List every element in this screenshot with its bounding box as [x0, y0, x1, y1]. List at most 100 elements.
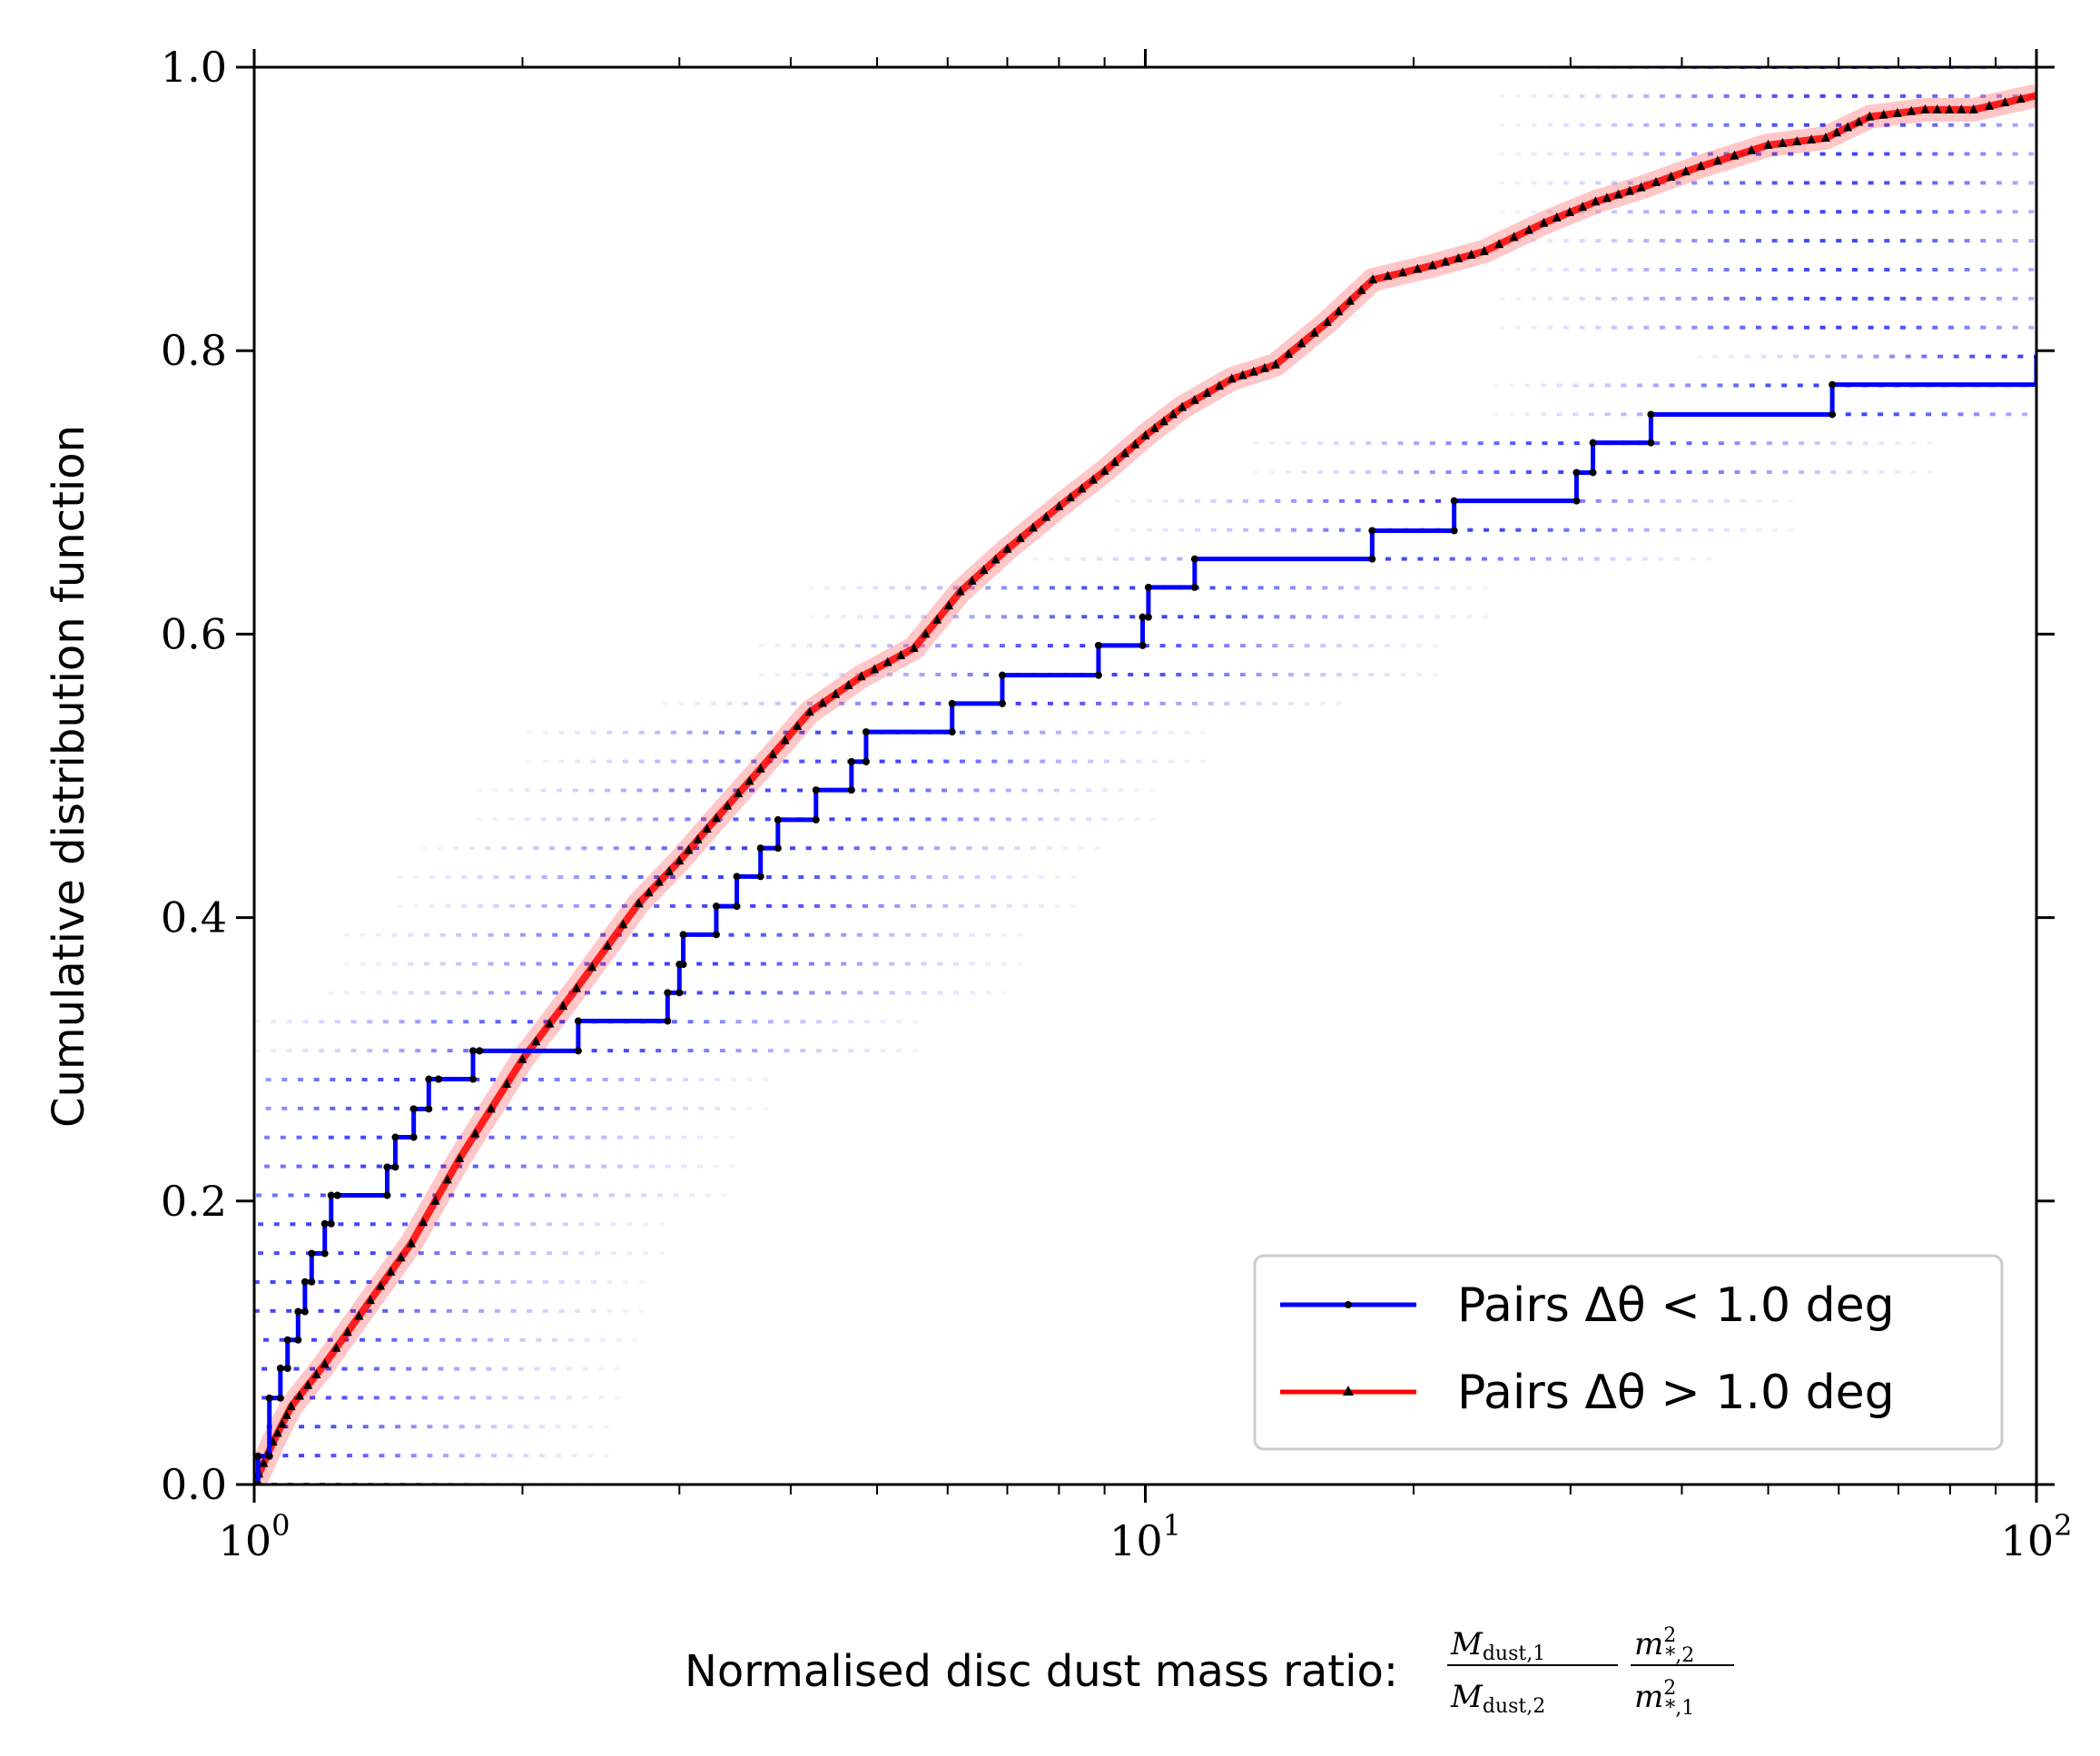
band-dot [832, 1049, 838, 1053]
band-dot [666, 1078, 673, 1081]
series-blue-point [812, 786, 820, 794]
band-dot [841, 615, 847, 619]
band-dot [376, 1135, 382, 1139]
band-dot [1450, 615, 1456, 619]
band-dot [290, 1251, 296, 1256]
band-dot [862, 903, 868, 908]
band-dot [514, 1251, 520, 1256]
band-dot [1482, 615, 1488, 619]
band-dot [655, 759, 661, 764]
band-dot [1208, 673, 1214, 676]
series-red-point [793, 720, 803, 730]
band-dot [430, 1020, 437, 1024]
series-red-point [1015, 533, 1025, 543]
band-dot [666, 1106, 673, 1110]
band-dot [1031, 701, 1038, 705]
band-dot [1803, 181, 1809, 185]
band-dot [1595, 94, 1602, 98]
band-dot [799, 759, 805, 764]
band-dot [605, 788, 611, 793]
series-red-point [1806, 134, 1816, 144]
band-dot [600, 962, 606, 966]
band-dot [379, 1454, 385, 1458]
band-dot [1654, 470, 1661, 474]
band-dot [1274, 586, 1280, 590]
series-red-point [396, 1252, 406, 1262]
band-dot [1884, 94, 1890, 98]
band-dot [1611, 94, 1617, 98]
band-dot [505, 1164, 511, 1169]
band-dot [1053, 788, 1060, 793]
band-dot [537, 1078, 544, 1081]
series-red-point [558, 1001, 568, 1011]
band-dot [1964, 181, 1970, 185]
band-dot [504, 932, 510, 937]
band-dot [1851, 94, 1858, 98]
band-dot [1224, 673, 1230, 676]
band-dot [919, 644, 925, 648]
band-dot [1643, 498, 1650, 503]
band-dot [1916, 296, 1922, 301]
band-dot [281, 1078, 288, 1081]
band-dot [528, 1193, 535, 1198]
band-dot [799, 730, 805, 735]
band-dot [665, 1164, 671, 1169]
band-dot [1162, 498, 1168, 503]
band-dot [1432, 673, 1438, 676]
band-dot [1289, 615, 1296, 619]
band-dot [1707, 296, 1713, 301]
band-dot [273, 1251, 280, 1256]
band-dot [254, 1280, 260, 1284]
band-dot [1905, 354, 1911, 359]
band-dot [1974, 412, 1980, 417]
series-red-point [1178, 401, 1188, 411]
band-dot [764, 788, 771, 793]
band-dot [391, 991, 398, 995]
band-dot [1510, 441, 1516, 446]
band-dot [540, 817, 547, 822]
band-dot [319, 1049, 325, 1053]
band-dot [1005, 788, 1011, 793]
band-dot [455, 1337, 461, 1342]
band-dot [975, 730, 981, 735]
series-red-point [693, 834, 703, 843]
math-num1: Mdust,1 [1450, 1626, 1545, 1665]
band-dot [1015, 701, 1021, 705]
band-dot [1771, 94, 1778, 98]
series-red-point [882, 656, 892, 666]
band-dot [539, 1425, 546, 1429]
band-dot [1429, 470, 1435, 474]
series-blue [254, 356, 2036, 1485]
band-dot [798, 875, 804, 879]
band-dot [542, 759, 548, 764]
band-dot [1788, 296, 1794, 301]
band-dot [1691, 528, 1698, 532]
band-dot [382, 1049, 389, 1053]
band-dot [1723, 123, 1730, 127]
band-dot [985, 962, 991, 966]
band-dot [621, 903, 627, 908]
band-dot [942, 875, 949, 879]
band-dot [1957, 412, 1964, 417]
band-dot [1242, 528, 1248, 532]
band-dot [634, 1078, 640, 1081]
band-dot [958, 875, 964, 879]
band-dot [990, 817, 996, 822]
band-dot [367, 1049, 373, 1053]
band-dot [553, 1164, 559, 1169]
band-dot [1086, 788, 1092, 793]
band-dot [1621, 412, 1627, 417]
series-red-point [684, 844, 694, 854]
band-dot [1830, 441, 1837, 446]
band-dot [558, 730, 565, 735]
band-dot [1932, 325, 1938, 330]
band-dot [824, 991, 831, 995]
band-dot [1947, 239, 1954, 243]
band-dot [360, 962, 366, 966]
band-dot [1514, 296, 1521, 301]
band-dot [1134, 788, 1140, 793]
band-dot [1788, 268, 1794, 271]
series-blue-point [308, 1278, 316, 1286]
band-dot [1836, 325, 1842, 330]
band-dot [1893, 412, 1899, 417]
